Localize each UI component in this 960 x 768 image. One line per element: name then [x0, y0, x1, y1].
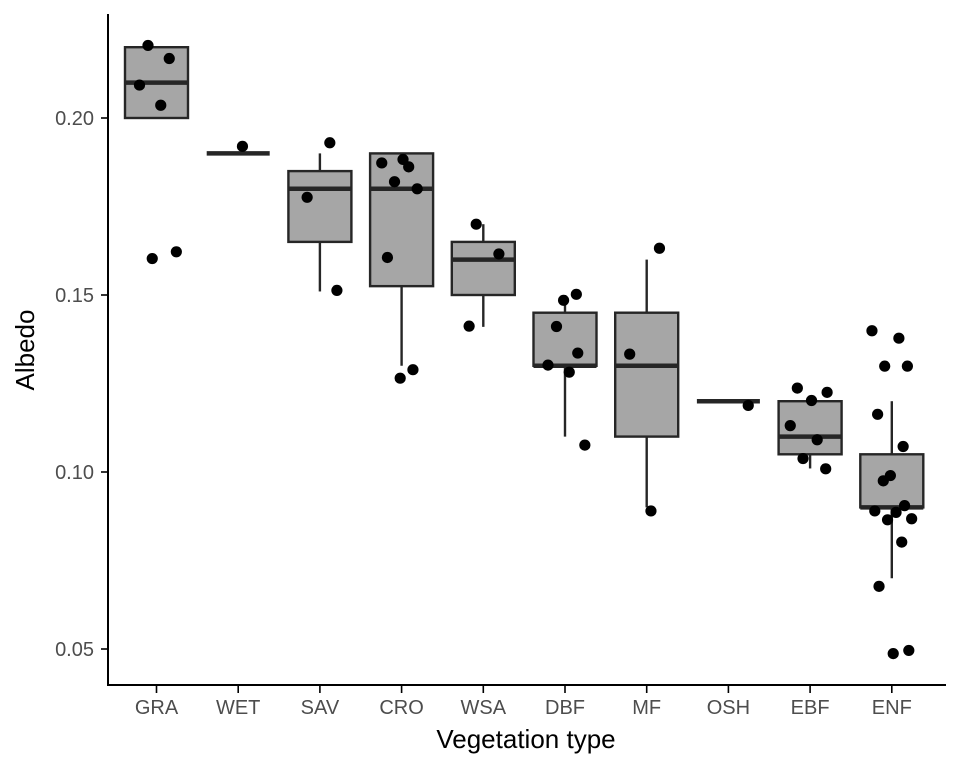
x-tick-label-mf: MF — [632, 697, 661, 719]
data-point-enf — [897, 440, 909, 453]
data-point-sav — [331, 284, 343, 296]
data-point-wsa — [493, 248, 505, 260]
box-group-ebf — [777, 382, 843, 475]
data-point-sav — [324, 137, 336, 149]
y-tick-label: 0.10 — [55, 462, 94, 484]
data-point-dbf — [579, 439, 591, 451]
data-point-ebf — [820, 463, 832, 475]
axis-ticks: GRA WET SAV CRO WSA DBF MF OSH EBF ENF 0.05 0.10 0.1… — [55, 108, 912, 719]
data-point-enf — [893, 332, 905, 344]
x-tick-label-ebf: EBF — [791, 697, 830, 719]
data-point-enf — [881, 514, 894, 526]
data-point-ebf — [784, 420, 796, 432]
x-tick-label-osh: OSH — [707, 697, 750, 719]
data-point-enf — [898, 500, 911, 512]
data-point-cro — [381, 251, 394, 264]
data-point-ebf — [811, 434, 823, 446]
data-point-mf — [624, 348, 636, 360]
y-tick-label: 0.15 — [55, 285, 94, 307]
x-tick-label-enf: ENF — [872, 697, 912, 719]
data-point-enf — [877, 475, 889, 487]
data-point-cro — [388, 176, 401, 188]
box-dbf — [532, 311, 598, 368]
y-tick-label: 0.20 — [55, 108, 94, 130]
data-point-dbf — [570, 288, 582, 300]
box-group-mf — [614, 242, 680, 517]
box-group-wet — [206, 140, 270, 156]
x-tick-label-sav: SAV — [301, 697, 340, 719]
box-group-enf — [859, 325, 925, 660]
data-point-enf — [872, 408, 884, 420]
x-axis-title: Vegetation type — [436, 724, 615, 754]
data-point-gra — [163, 52, 175, 65]
data-point-mf — [653, 242, 666, 254]
data-point-mf — [645, 505, 657, 517]
data-point-ebf — [791, 382, 803, 394]
data-point-ebf — [805, 394, 818, 407]
x-tick-label-wsa: WSA — [461, 697, 507, 719]
data-point-dbf — [550, 320, 563, 333]
data-point-cro — [407, 364, 419, 376]
data-point-wet — [236, 140, 249, 152]
box-group-wsa — [450, 218, 516, 332]
data-point-gra — [170, 246, 182, 258]
data-point-dbf — [557, 294, 570, 306]
data-point-enf — [901, 360, 913, 372]
data-point-enf — [903, 644, 915, 657]
data-point-ebf — [797, 452, 809, 465]
data-point-gra — [142, 39, 154, 52]
box-group-dbf — [532, 288, 598, 451]
y-tick-label: 0.05 — [55, 639, 94, 661]
data-point-dbf — [542, 359, 554, 371]
box-group-sav — [287, 137, 353, 296]
box-group-osh — [696, 398, 760, 412]
data-point-wsa — [463, 320, 475, 332]
data-point-dbf — [563, 366, 575, 378]
axes — [107, 14, 946, 686]
x-tick-label-gra: GRA — [135, 697, 179, 719]
x-tick-label-cro: CRO — [379, 697, 423, 719]
data-point-enf — [890, 506, 902, 518]
y-axis-title: Albedo — [10, 310, 40, 391]
data-point-gra — [146, 252, 158, 265]
data-point-sav — [301, 191, 313, 203]
data-point-gra — [133, 79, 146, 91]
x-tick-label-wet: WET — [216, 697, 260, 719]
data-point-enf — [873, 580, 885, 592]
data-point-cro — [376, 157, 388, 169]
data-point-ebf — [821, 386, 833, 398]
box-group-gra — [123, 39, 190, 265]
data-point-cro — [403, 161, 415, 173]
data-point-enf — [906, 513, 918, 525]
x-tick-label-dbf: DBF — [545, 697, 585, 719]
data-point-cro — [394, 372, 406, 384]
data-point-gra — [155, 99, 167, 111]
plot-area — [123, 39, 925, 660]
box-mf — [614, 311, 680, 438]
data-point-enf — [866, 325, 878, 337]
data-point-osh — [742, 399, 754, 412]
box-sav — [287, 169, 353, 244]
box-group-cro — [368, 152, 435, 384]
data-point-enf — [896, 536, 908, 548]
data-point-enf — [879, 360, 891, 372]
box-cro — [368, 152, 435, 288]
data-point-enf — [887, 648, 899, 660]
data-point-dbf — [572, 347, 584, 359]
box-wsa — [450, 240, 516, 297]
data-point-cro — [411, 183, 423, 195]
data-point-wsa — [470, 218, 482, 230]
data-point-enf — [869, 505, 881, 517]
